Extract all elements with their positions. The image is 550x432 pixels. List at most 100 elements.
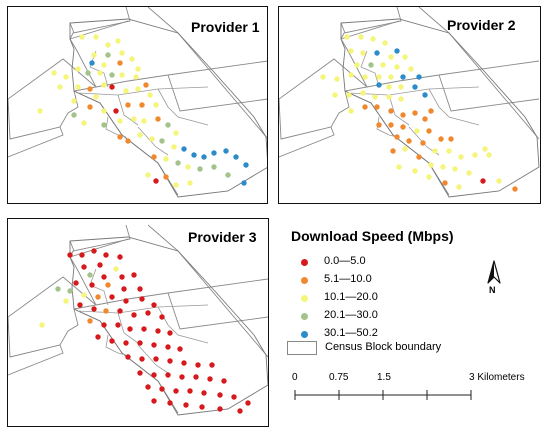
speed-point [438,136,444,142]
speed-point [428,162,434,168]
speed-point [101,322,107,328]
speed-point [231,394,237,400]
census-block-boundary [137,344,169,374]
speed-point [422,92,428,98]
speed-point [370,36,376,42]
speed-point [388,122,394,128]
speed-point [452,166,458,172]
speed-point [93,94,99,100]
census-block-boundary [89,50,109,88]
census-block-boundary [360,50,380,88]
speed-point [394,64,400,70]
speed-point [211,150,217,156]
speed-point [87,318,93,324]
speed-point [209,362,215,368]
speed-point [87,104,93,110]
census-block-boundary [366,60,540,88]
speed-point [89,60,95,66]
speed-point [332,92,338,98]
speed-point [101,62,107,68]
speed-point [89,282,95,288]
panel-title: Provider 3 [188,229,257,245]
speed-point [456,184,462,190]
speed-point [396,164,402,170]
census-block-boundary [157,88,209,126]
speed-point [165,344,171,350]
speed-point [105,52,111,58]
speed-point [173,182,179,188]
speed-point [201,154,207,160]
speed-point [63,74,69,80]
speed-point [426,174,432,180]
speed-point [348,72,354,78]
speed-point [173,388,179,394]
scale-tick-label: 3 Kilometers [469,372,525,383]
speed-point [428,108,434,114]
census-block-boundary [8,276,98,358]
speed-point [482,146,488,152]
speed-point [139,102,145,108]
speed-point [141,118,147,124]
speed-point [141,326,147,332]
census-block-boundary [8,344,64,376]
north-arrow: N [484,260,504,300]
census-block-boundary [344,90,450,196]
speed-point [466,170,472,176]
census-block-boundary [77,86,209,96]
speed-point [123,298,129,304]
map-canvas [279,7,540,198]
speed-point [187,388,193,394]
speed-point [153,102,159,108]
speed-point [123,88,129,94]
speed-point [408,66,414,72]
speed-point [390,148,396,154]
census-block-boundary [69,18,267,198]
speed-point [175,160,181,166]
speed-point [119,50,125,56]
speed-point [117,254,123,260]
speed-point [372,94,378,100]
speed-point [388,54,394,60]
speed-point [137,340,143,346]
speed-point [171,144,177,150]
speed-point [416,154,422,160]
speed-point [81,292,87,298]
speed-point [101,108,107,114]
speed-point [91,52,97,58]
speed-point [109,84,115,90]
speed-point [159,386,165,392]
speed-point [55,286,61,292]
speed-point [101,82,107,88]
speed-point [187,180,193,186]
legend: Download Speed (Mbps) 0.0—5.0 5.1—10.0 1… [290,228,510,368]
speed-point [131,116,137,122]
speed-point [344,34,350,40]
speed-point [362,74,368,80]
census-block-boundary [117,312,139,344]
legend-title: Download Speed (Mbps) [291,228,454,244]
speed-point [420,140,426,146]
speed-point [486,152,492,158]
speed-point [472,152,478,158]
boundary-label: Census Block boundary [325,341,442,353]
speed-point [193,374,199,380]
map-layer [8,224,268,416]
speed-point [416,74,422,80]
speed-point [237,408,243,414]
census-block-boundary [73,308,179,414]
speed-point [388,108,394,114]
speed-point [103,308,109,314]
speed-point [155,328,161,334]
speed-point [165,372,171,378]
census-block-boundary [69,20,129,40]
speed-point [101,122,107,128]
speed-point [39,322,45,328]
speed-point [101,274,107,280]
speed-point [119,274,125,280]
speed-point [191,152,197,158]
boundary-swatch [287,341,317,355]
speed-point [103,252,109,258]
speed-point [243,162,249,168]
census-block-boundary [69,236,268,416]
speed-point [358,34,364,40]
